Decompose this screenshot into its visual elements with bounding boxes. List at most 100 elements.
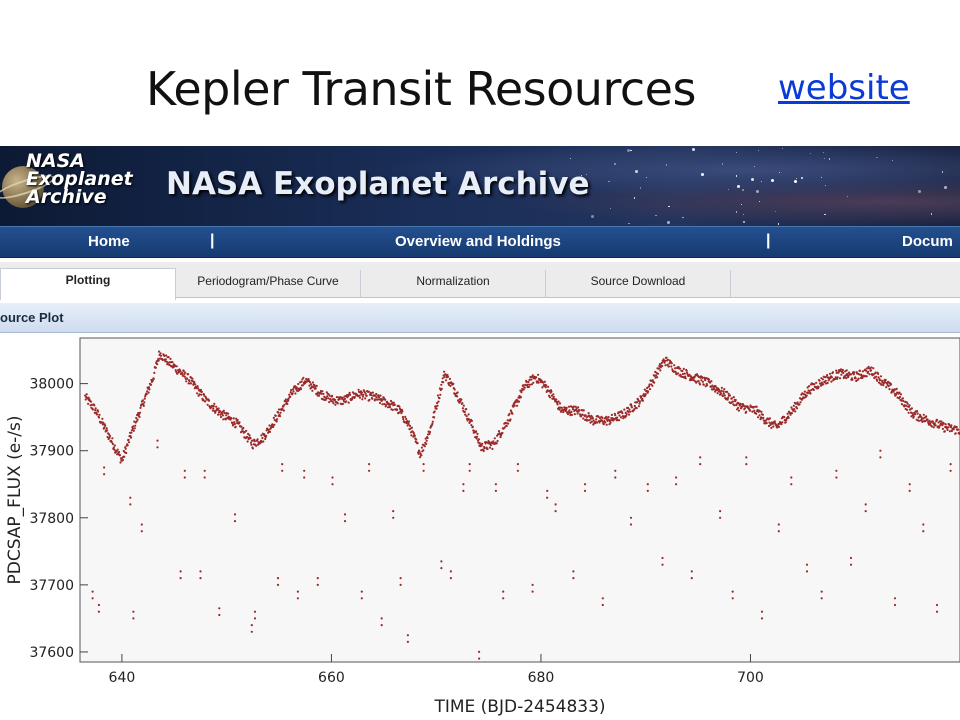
flux-point [436,394,440,397]
flux-point [188,379,191,383]
flux-point [353,396,356,399]
flux-point [638,400,642,403]
flux-point [425,439,428,442]
flux-point [461,402,464,405]
flux-point [702,383,705,386]
flux-point [527,385,531,389]
tab-source-download[interactable]: Source Download [546,270,731,298]
flux-point [320,392,323,395]
flux-point [659,369,662,372]
flux-point [817,385,820,389]
nav-home[interactable]: Home [88,233,130,250]
outlier-point [406,634,409,637]
outlier-point [864,510,867,513]
flux-point [920,416,923,419]
flux-point [503,426,506,429]
light-curve-chart[interactable]: 37600 37700 37800 37900 38000 640 660 680 700 TIM… [0,334,960,720]
outlier-point [218,607,221,610]
flux-point [232,417,235,420]
flux-point [803,390,806,393]
flux-point [628,410,632,413]
flux-point [765,422,768,425]
flux-point [545,384,548,387]
outlier-point [91,597,94,600]
website-link[interactable]: website [778,68,910,108]
flux-point [456,395,459,398]
flux-point [586,419,589,422]
flux-point [111,437,114,440]
flux-point [950,424,953,427]
flux-point [697,380,700,383]
flux-point [648,388,652,391]
flux-point [417,452,420,455]
flux-point [936,418,939,422]
flux-point [410,434,413,437]
flux-point [948,424,951,427]
outlier-point [233,513,237,516]
flux-point [656,372,660,375]
flux-point [787,416,790,419]
flux-point [212,405,215,408]
flux-point [446,375,450,378]
star-dot [646,176,648,179]
flux-point [235,417,238,420]
flux-point [127,438,130,441]
flux-point [448,377,451,380]
plot-area[interactable]: 37600 37700 37800 37900 38000 640 660 680 700 TIM… [0,334,960,720]
flux-point [456,391,459,394]
flux-point [635,407,638,410]
flux-point [361,398,364,401]
flux-point [379,394,382,397]
outlier-point [719,510,722,513]
flux-point [845,369,848,372]
flux-point [912,415,915,418]
flux-point [462,404,465,407]
star-dot [579,178,581,180]
flux-point [145,393,148,396]
flux-point [396,408,399,411]
flux-point [223,412,226,415]
flux-point [898,391,901,394]
tab-plotting[interactable]: Plotting [0,268,176,300]
flux-point [528,378,531,381]
outlier-point [253,610,257,613]
flux-point [949,426,953,429]
flux-point [294,392,297,395]
flux-point [187,373,190,376]
flux-point [98,413,101,416]
outlier-point [661,563,664,566]
flux-point [780,423,783,426]
star-dot [608,180,610,183]
outlier-point [97,610,100,613]
flux-point [106,429,109,432]
flux-point [461,407,464,410]
star-dot [824,184,827,187]
flux-point [436,404,439,407]
flux-point [404,415,407,418]
flux-point [657,367,661,370]
star-dot [682,216,684,219]
flux-point [526,383,530,386]
flux-point [738,404,742,407]
nav-overview-holdings[interactable]: Overview and Holdings [395,233,561,250]
flux-point [492,440,495,443]
flux-point [834,376,837,379]
flux-point [627,406,630,409]
flux-point [163,354,166,357]
flux-point [126,444,129,447]
flux-point [660,361,663,365]
flux-point [181,371,184,374]
tab-periodogram-phase-curve[interactable]: Periodogram/Phase Curve [176,270,361,298]
flux-point [169,357,172,360]
flux-point [805,394,808,397]
flux-point [423,445,426,448]
flux-point [491,447,494,450]
flux-point [225,414,228,417]
flux-point [911,412,914,415]
flux-point [384,405,387,408]
tab-normalization[interactable]: Normalization [361,270,546,298]
flux-point [906,408,909,411]
flux-point [85,393,88,396]
nav-documentation[interactable]: Docum [902,233,953,250]
flux-point [322,392,325,396]
